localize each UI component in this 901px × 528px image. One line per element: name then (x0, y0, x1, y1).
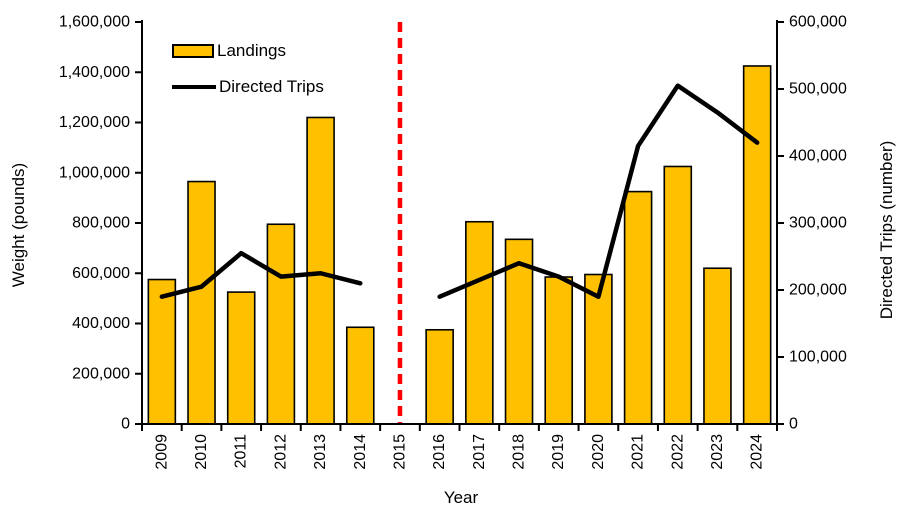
directed-trips-line-swatch-icon (172, 85, 216, 89)
landings-bar-2017 (465, 220, 494, 425)
x-axis-year-label: 2012 (272, 434, 289, 470)
x-axis-year-label: 2011 (233, 434, 250, 469)
landings-bar-2016 (425, 328, 454, 425)
right-axis-tick-label: 0 (789, 416, 798, 433)
landings-bar-2019 (544, 276, 574, 425)
landings-bar-2022 (663, 165, 693, 425)
x-axis-year-label: 2009 (153, 434, 170, 470)
x-axis-year-label: 2014 (352, 434, 369, 470)
left-axis-tick-label: 1,400,000 (59, 64, 130, 81)
directed-trips-line (159, 250, 363, 299)
left-axis-title: Weight (pounds) (9, 162, 28, 288)
left-axis-tick-label: 1,200,000 (59, 114, 130, 131)
right-axis-tick-label: 100,000 (789, 349, 847, 366)
landings-bar-2024 (742, 65, 772, 425)
landings-bar-2010 (187, 180, 216, 425)
landings-bar-2012 (266, 223, 296, 425)
left-axis-tick-label: 1,000,000 (59, 164, 130, 181)
chart-legend: Landings Directed Trips (172, 38, 324, 110)
left-axis-tick-label: 400,000 (72, 315, 130, 332)
landings-bar-2013 (306, 116, 335, 425)
right-axis-tick-label: 300,000 (789, 215, 847, 232)
landings-bar-2011 (226, 291, 256, 425)
x-axis-year-label: 2023 (709, 434, 726, 470)
x-axis-year-label: 2010 (193, 434, 210, 470)
x-axis-year-label: 2016 (431, 434, 448, 470)
x-axis-title: Year (443, 488, 479, 507)
x-axis-year-label: 2013 (312, 434, 329, 470)
x-axis-year-label: 2018 (511, 434, 528, 470)
right-axis-tick-label: 400,000 (789, 148, 847, 165)
right-axis-tick-label: 200,000 (789, 282, 847, 299)
landings-bar-2021 (623, 190, 653, 425)
directed-trips-line (437, 83, 760, 299)
left-axis-tick-label: 1,600,000 (59, 14, 130, 31)
x-axis-year-label: 2020 (590, 434, 607, 470)
right-axis-tick-label: 600,000 (789, 14, 847, 31)
x-axis-year-label: 2024 (749, 434, 766, 470)
left-axis-tick-label: 800,000 (72, 215, 130, 232)
legend-item-directed-trips: Directed Trips (172, 74, 324, 100)
legend-label-landings: Landings (217, 41, 287, 60)
right-axis-tick-label: 500,000 (789, 81, 847, 98)
x-axis-year-label: 2021 (630, 434, 647, 470)
x-axis-year-label: 2019 (550, 434, 567, 470)
left-axis-tick-label: 0 (121, 416, 130, 433)
landings-bar-2009 (147, 278, 177, 425)
x-axis-year-label: 2015 (391, 434, 408, 470)
landings-bar-2018 (504, 238, 534, 425)
x-axis-year-label: 2017 (471, 434, 488, 470)
legend-item-landings: Landings (172, 38, 324, 64)
landings-bar-2020 (584, 273, 613, 425)
landings-bar-swatch-icon (172, 44, 214, 58)
landings-bar-2023 (703, 267, 732, 425)
x-axis-year-label: 2022 (669, 434, 686, 470)
legend-label-directed-trips: Directed Trips (219, 77, 324, 96)
right-axis-title: Directed Trips (number) (877, 140, 896, 320)
left-axis-tick-label: 600,000 (72, 265, 130, 282)
left-axis-tick-label: 200,000 (72, 365, 130, 382)
landings-bar-2014 (345, 326, 375, 425)
